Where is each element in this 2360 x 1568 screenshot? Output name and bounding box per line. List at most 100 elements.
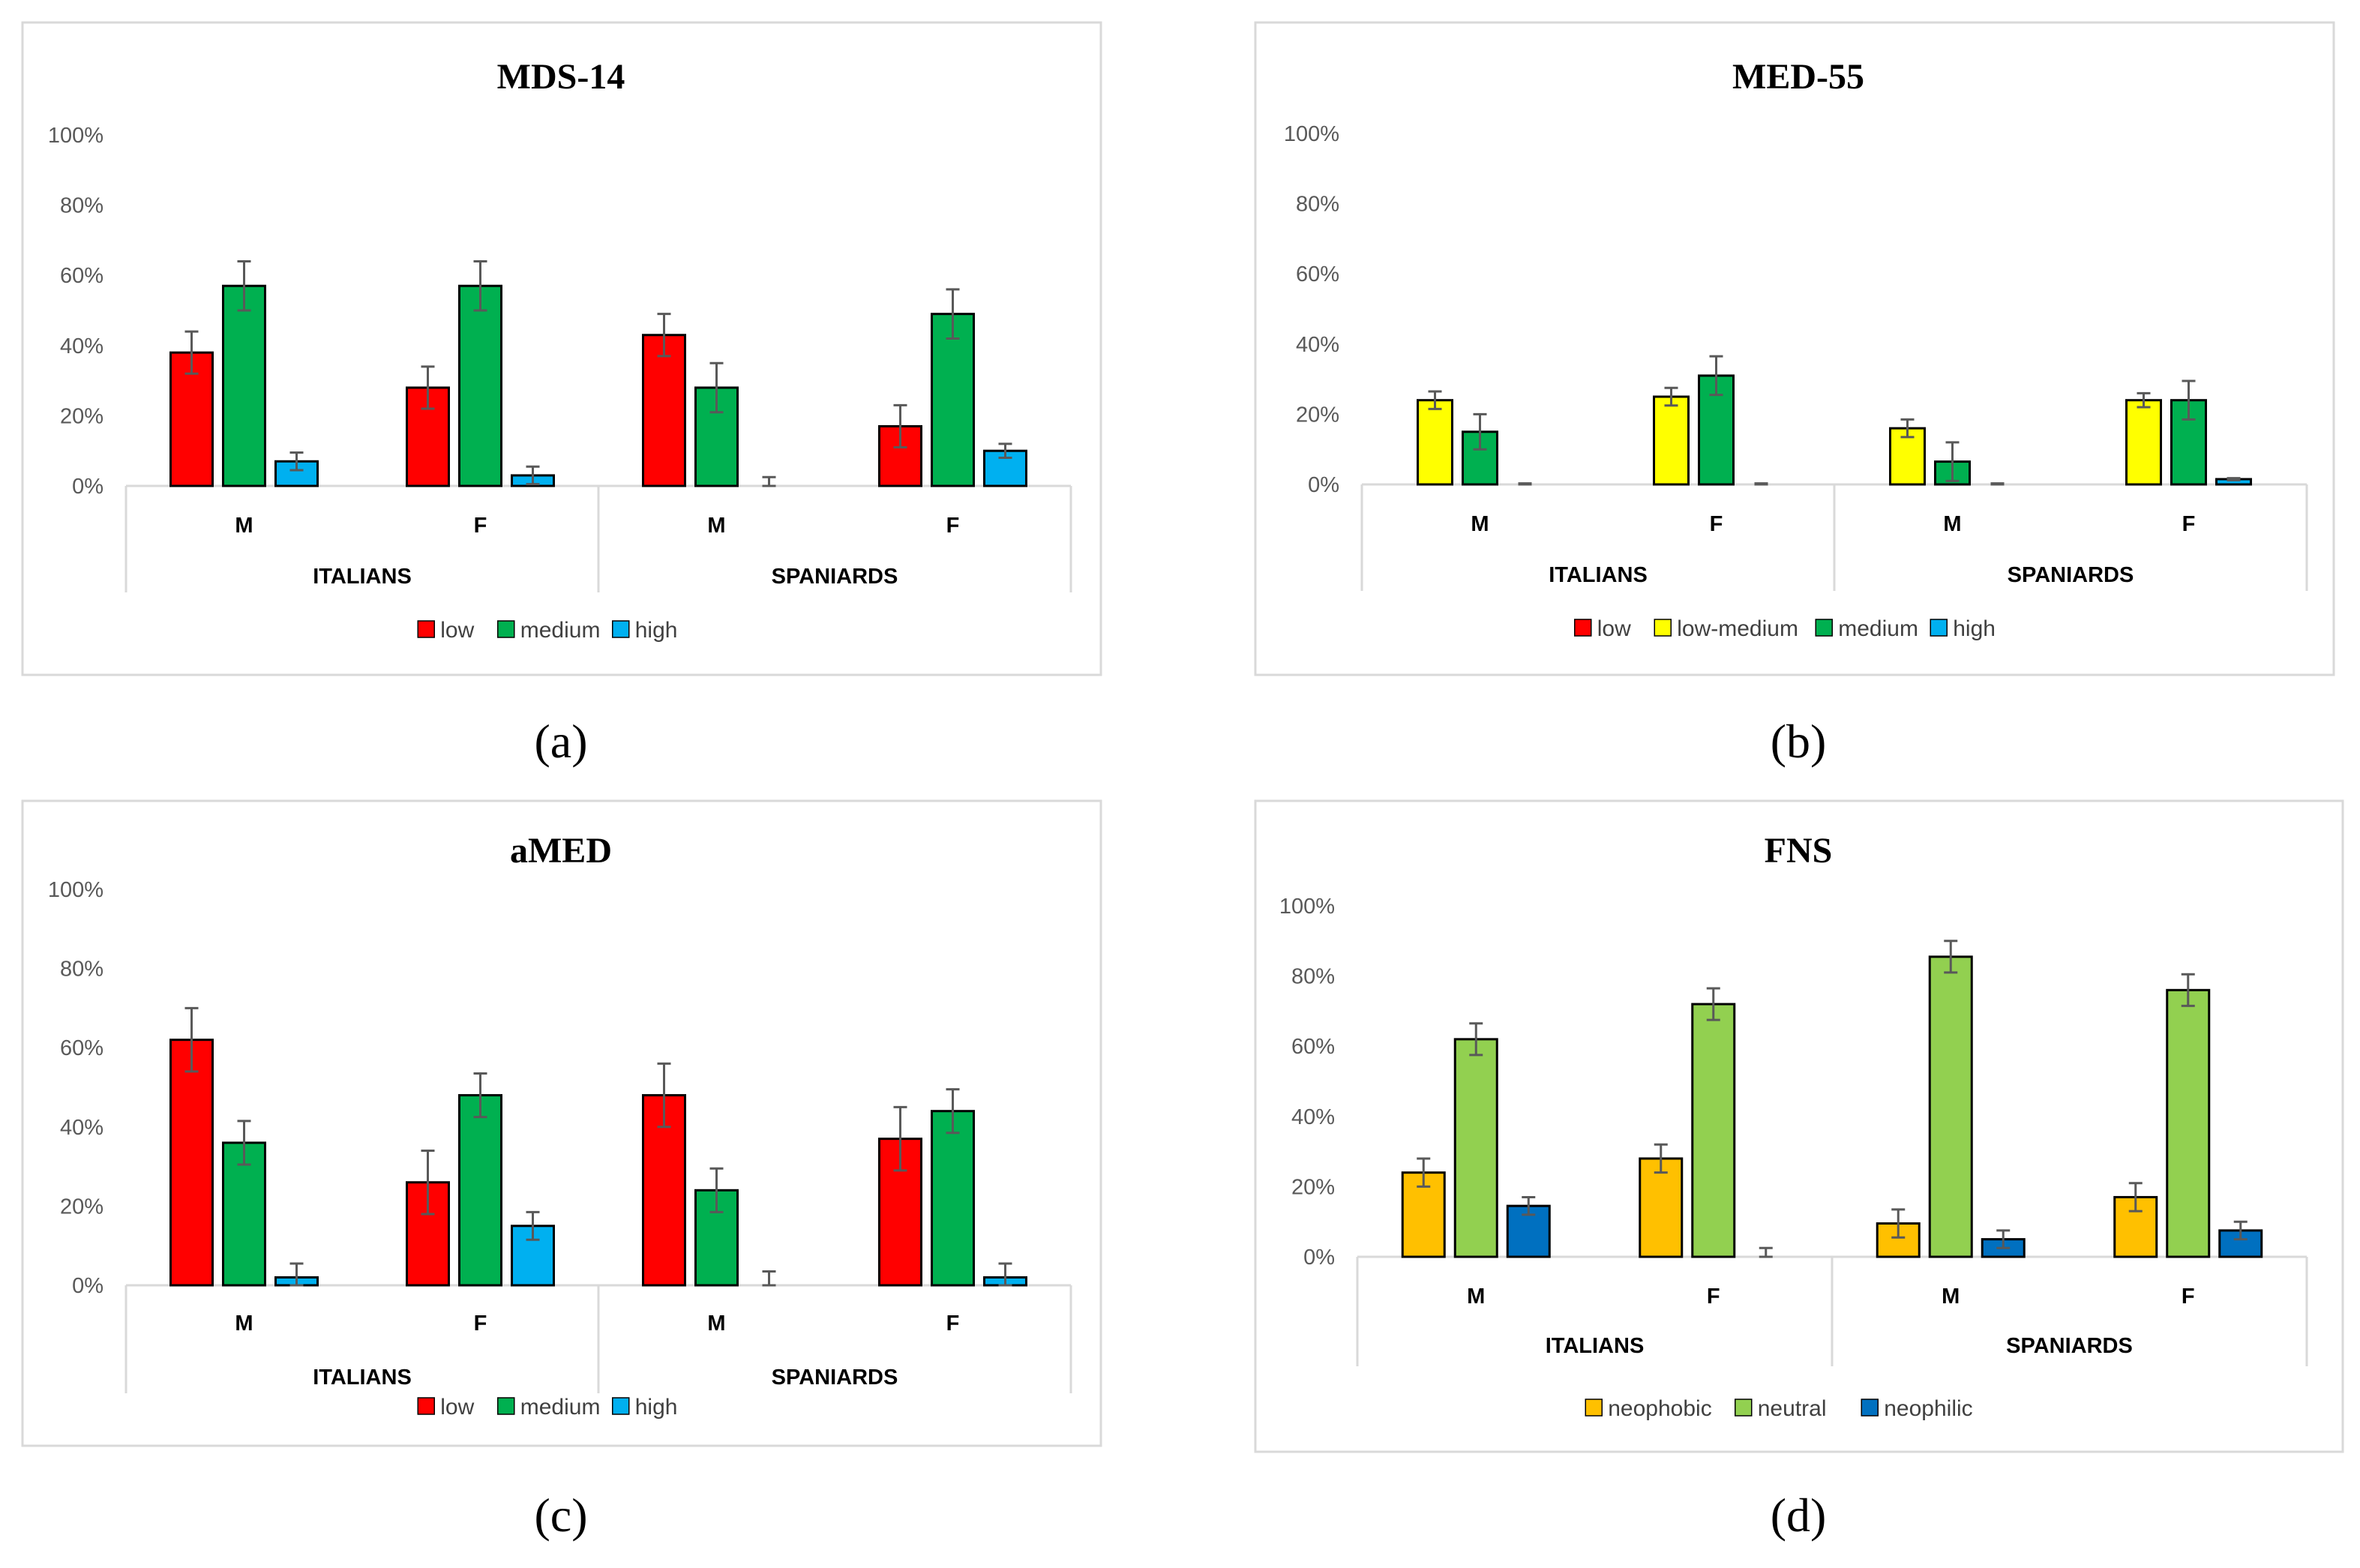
group-label: SPANIARDS bbox=[772, 565, 898, 589]
y-tick-label: 0% bbox=[1308, 473, 1339, 497]
chart-title: MDS-14 bbox=[497, 57, 625, 97]
legend-label: medium bbox=[520, 1395, 601, 1420]
category-label: M bbox=[235, 1312, 253, 1336]
y-tick-label: 60% bbox=[1291, 1035, 1335, 1059]
chart-title: FNS bbox=[1765, 831, 1833, 871]
legend-swatch-neophobic bbox=[1585, 1399, 1603, 1417]
y-tick-label: 100% bbox=[1284, 122, 1339, 146]
bar-low-1 bbox=[169, 351, 214, 487]
bar-low-medium-2 bbox=[1653, 395, 1690, 486]
y-tick-label: 20% bbox=[1296, 403, 1339, 427]
y-tick-label: 100% bbox=[48, 878, 103, 902]
category-label: M bbox=[707, 1312, 725, 1336]
legend-swatch-low bbox=[1574, 619, 1592, 637]
legend-label: low-medium bbox=[1677, 616, 1798, 641]
y-tick-label: 0% bbox=[1303, 1246, 1335, 1270]
category-label: F bbox=[1707, 1285, 1720, 1309]
chart-panel-4: FNS 0% 20% 40% 60% 80% 100% M F ITALIANS M F SPANIAR… bbox=[1254, 799, 2344, 1542]
group-label: ITALIANS bbox=[313, 565, 412, 589]
bar-low-1 bbox=[169, 1039, 214, 1287]
category-label: F bbox=[2182, 512, 2196, 536]
panel-caption: (c) bbox=[534, 1489, 587, 1542]
legend-swatch-high bbox=[612, 620, 630, 638]
y-tick-label: 40% bbox=[60, 334, 103, 358]
legend-label: medium bbox=[1838, 616, 1918, 641]
y-tick-label: 40% bbox=[1296, 333, 1339, 357]
legend-swatch-high bbox=[612, 1397, 630, 1415]
y-tick-label: 20% bbox=[1291, 1175, 1335, 1199]
bar-neutral-1 bbox=[1453, 1038, 1498, 1258]
legend-swatch-neutral bbox=[1735, 1399, 1753, 1417]
chart-title: MED-55 bbox=[1732, 57, 1864, 97]
legend-label: medium bbox=[520, 618, 601, 643]
legend-label: neophobic bbox=[1608, 1396, 1711, 1421]
legend-swatch-high bbox=[1930, 619, 1948, 637]
group-label: ITALIANS bbox=[1549, 563, 1648, 587]
legend-swatch-neophilic bbox=[1861, 1399, 1879, 1417]
group-label: SPANIARDS bbox=[2006, 1334, 2133, 1358]
category-label: F bbox=[474, 514, 487, 538]
y-tick-label: 0% bbox=[72, 475, 103, 499]
bar-neutral-2 bbox=[1691, 1003, 1736, 1258]
legend-swatch-medium bbox=[497, 620, 515, 638]
y-tick-label: 80% bbox=[60, 194, 103, 218]
bar-medium-4 bbox=[931, 313, 975, 487]
y-tick-label: 100% bbox=[1279, 895, 1335, 919]
category-label: M bbox=[235, 514, 253, 538]
bar-high-1 bbox=[274, 460, 319, 487]
chart-title: aMED bbox=[510, 831, 612, 871]
group-label: SPANIARDS bbox=[2008, 563, 2134, 587]
category-label: F bbox=[2182, 1285, 2195, 1309]
chart-panel-2: MED-55 0% 20% 40% 60% 80% 100% M F ITALIANS M F SPAN… bbox=[1254, 21, 2335, 768]
bar-neophobic-2 bbox=[1639, 1157, 1684, 1258]
y-tick-label: 80% bbox=[60, 958, 103, 982]
bar-medium-2 bbox=[458, 1094, 502, 1287]
legend-label: low bbox=[440, 618, 474, 643]
y-tick-label: 80% bbox=[1296, 193, 1339, 217]
group-label: ITALIANS bbox=[313, 1366, 412, 1390]
bar-medium-4 bbox=[931, 1110, 975, 1287]
panel-caption: (d) bbox=[1771, 1489, 1827, 1542]
legend-swatch-low bbox=[417, 1397, 435, 1415]
y-tick-label: 0% bbox=[72, 1274, 103, 1298]
legend-swatch-low bbox=[417, 620, 435, 638]
bar-medium-2 bbox=[458, 284, 502, 487]
category-label: F bbox=[1710, 512, 1723, 536]
chart-panel-3: aMED 0% 20% 40% 60% 80% 100% M F ITALIANS M F SPANIA… bbox=[21, 799, 1102, 1542]
chart-frame bbox=[21, 21, 1102, 676]
category-label: F bbox=[946, 514, 960, 538]
legend-label: neophilic bbox=[1884, 1396, 1972, 1421]
legend-label: low bbox=[440, 1395, 474, 1420]
category-label: M bbox=[1943, 512, 1961, 536]
group-label: SPANIARDS bbox=[772, 1366, 898, 1390]
y-tick-label: 60% bbox=[60, 264, 103, 288]
legend-swatch-medium bbox=[1815, 619, 1833, 637]
legend-swatch-low-medium bbox=[1654, 619, 1672, 637]
bar-low-medium-4 bbox=[2125, 399, 2162, 486]
legend-label: low bbox=[1597, 616, 1631, 641]
y-tick-label: 100% bbox=[48, 124, 103, 148]
y-tick-label: 80% bbox=[1291, 965, 1335, 989]
group-label: ITALIANS bbox=[1546, 1334, 1645, 1358]
category-label: M bbox=[1942, 1285, 1960, 1309]
panel-caption: (a) bbox=[534, 715, 587, 768]
y-tick-label: 60% bbox=[1296, 262, 1339, 286]
bar-medium-1 bbox=[222, 284, 266, 487]
legend-label: neutral bbox=[1758, 1396, 1827, 1421]
category-label: F bbox=[946, 1312, 960, 1336]
chart-frame bbox=[1254, 799, 2344, 1453]
legend-label: high bbox=[635, 1395, 678, 1420]
category-label: F bbox=[474, 1312, 487, 1336]
bar-low-3 bbox=[642, 334, 686, 487]
chart-frame bbox=[1254, 21, 2335, 676]
y-tick-label: 20% bbox=[60, 404, 103, 428]
y-tick-label: 40% bbox=[60, 1116, 103, 1140]
bar-low-medium-1 bbox=[1417, 399, 1453, 486]
legend-label: high bbox=[635, 618, 678, 643]
bar-neutral-3 bbox=[1928, 955, 1973, 1258]
y-tick-label: 20% bbox=[60, 1195, 103, 1219]
legend-label: high bbox=[1953, 616, 1996, 641]
bar-low-2 bbox=[406, 1181, 450, 1287]
y-tick-label: 40% bbox=[1291, 1105, 1335, 1129]
